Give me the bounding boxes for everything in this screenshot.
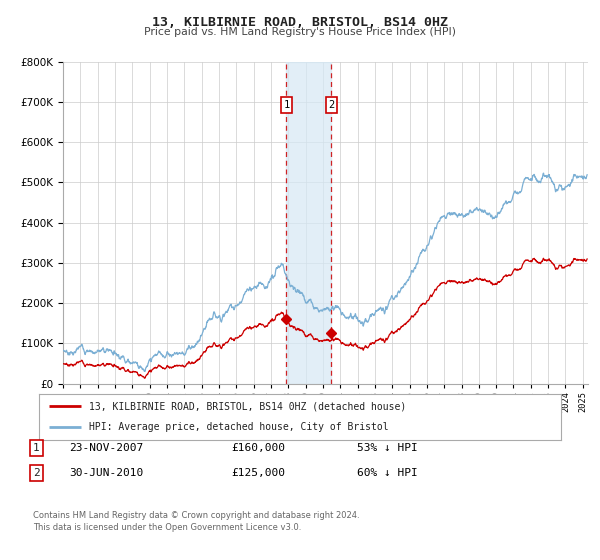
Text: HPI: Average price, detached house, City of Bristol: HPI: Average price, detached house, City…: [89, 422, 388, 432]
Text: 13, KILBIRNIE ROAD, BRISTOL, BS14 0HZ: 13, KILBIRNIE ROAD, BRISTOL, BS14 0HZ: [152, 16, 448, 29]
Text: 1: 1: [33, 443, 40, 453]
Text: £160,000: £160,000: [231, 443, 285, 453]
Text: 60% ↓ HPI: 60% ↓ HPI: [357, 468, 418, 478]
Text: £125,000: £125,000: [231, 468, 285, 478]
Text: 53% ↓ HPI: 53% ↓ HPI: [357, 443, 418, 453]
Text: 1: 1: [283, 100, 290, 110]
Text: Price paid vs. HM Land Registry's House Price Index (HPI): Price paid vs. HM Land Registry's House …: [144, 27, 456, 37]
Text: 2: 2: [328, 100, 335, 110]
Text: 13, KILBIRNIE ROAD, BRISTOL, BS14 0HZ (detached house): 13, KILBIRNIE ROAD, BRISTOL, BS14 0HZ (d…: [89, 401, 406, 411]
Text: 23-NOV-2007: 23-NOV-2007: [69, 443, 143, 453]
Text: 2: 2: [33, 468, 40, 478]
Text: 30-JUN-2010: 30-JUN-2010: [69, 468, 143, 478]
Bar: [286, 62, 331, 384]
Text: Contains HM Land Registry data © Crown copyright and database right 2024.
This d: Contains HM Land Registry data © Crown c…: [33, 511, 359, 531]
